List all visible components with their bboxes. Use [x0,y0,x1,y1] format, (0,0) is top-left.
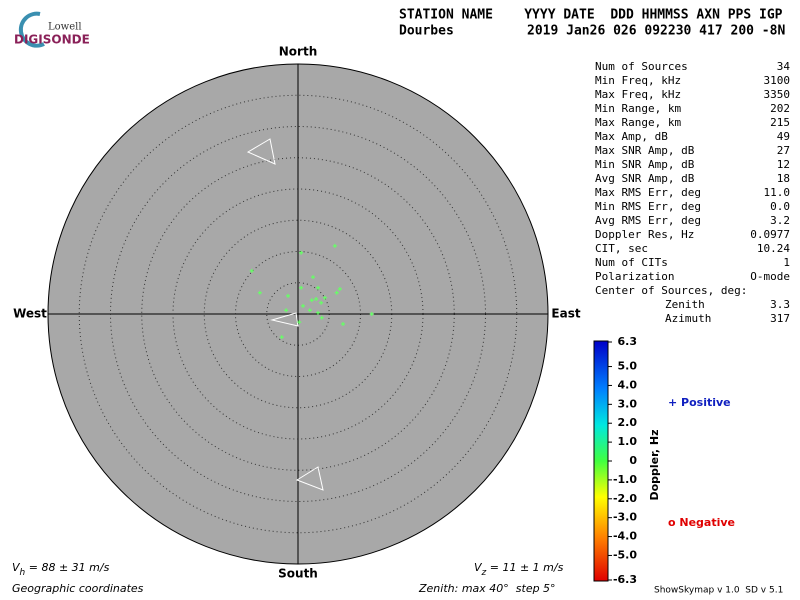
colorbar-tick-label: 0 [629,454,637,467]
source-point [257,290,262,295]
center-value: 3.3 [770,298,790,311]
center-label: Azimuth [665,312,711,325]
stat-label: Max RMS Err, deg [595,186,701,199]
version: ShowSkymap v 1.0 SD v 5.1 [654,586,783,596]
stat-label: Num of CITs [595,256,668,269]
stat-value: 0.0 [770,200,790,213]
colorbar-tick-label: -2.0 [613,492,637,505]
source-point [322,295,327,300]
stat-value: 3350 [764,88,791,101]
colorbar-tick-label: 3.0 [618,397,638,410]
source-point [316,285,320,290]
source-point [332,243,337,248]
stat-label: Max SNR Amp, dB [595,144,695,157]
stat-label: Max Freq, kHz [595,88,681,101]
stat-label: Polarization [595,270,674,283]
source-point [299,250,304,255]
colorbar [593,340,609,582]
stat-label: Doppler Res, Hz [595,228,694,241]
stat-value: 3.2 [770,214,790,227]
stat-value: 10.24 [757,242,790,255]
stat-label: Min Range, km [595,102,681,115]
center-label: Zenith [665,298,705,311]
marker-shape [295,466,324,491]
logo-bottom: DIGISONDE [14,33,90,47]
colorbar-tick-label: 4.0 [618,378,638,391]
colorbar-tick-label: -5.0 [613,548,637,561]
source-point [249,268,254,273]
stat-value: 34 [777,60,791,73]
zenith-note: Zenith: max 40° step 5° [418,582,556,595]
colorbar-tick-label: -3.0 [613,511,637,524]
stat-label: Num of Sources [595,60,688,73]
colorbar-tick-label: -6.3 [613,573,637,586]
center-title: Center of Sources, deg: [595,284,747,297]
stat-value: 202 [770,102,790,115]
source-point [284,308,289,313]
source-point [309,298,314,303]
source-point [334,290,339,295]
stat-label: Min RMS Err, deg [595,200,701,213]
source-point [279,335,284,340]
stat-value: 18 [777,172,790,185]
source-point [337,287,342,291]
colorbar-tick-label: 6.3 [618,335,638,348]
stat-value: 0.0977 [750,228,790,241]
stat-label: Max Range, km [595,116,681,129]
colorbar-label: Doppler, Hz [648,429,661,500]
source-point [301,303,305,308]
stat-value: 215 [770,116,790,129]
stat-value: 12 [777,158,790,171]
marker-shape [270,312,299,327]
coords: Geographic coordinates [12,582,144,595]
source-point [297,320,302,325]
center-value: 317 [770,312,790,325]
source-point [341,322,345,326]
colorbar-tick-label: -1.0 [613,473,637,486]
marker-shape [246,138,276,165]
stat-value: 3100 [764,74,791,87]
station: Dourbes [399,24,454,39]
header-line2: 2019 Jan26 026 092230 417 200 -8N [527,24,785,39]
source-point [299,285,304,290]
dir-west: West [13,307,47,321]
legend-positive: + Positive [668,396,731,409]
vz: Vz = 11 ± 1 m/s [474,561,564,578]
stat-label: Avg RMS Err, deg [595,214,701,227]
source-point [286,293,290,298]
stat-label: Min Freq, kHz [595,74,681,87]
stat-label: Min SNR Amp, dB [595,158,695,171]
colorbar-tick-label: 2.0 [618,416,638,429]
colorbar-tick-label: -4.0 [613,530,637,543]
header-line1: STATION NAME YYYY DATE DDD HHMMSS AXN PP… [399,8,783,23]
stat-value: 49 [777,130,790,143]
stat-label: CIT, sec [595,242,648,255]
source-point [311,275,315,280]
dir-east: East [551,307,580,321]
vh: Vh = 88 ± 31 m/s [12,561,110,578]
logo: Lowell DIGISONDE [14,11,90,48]
stat-value: 27 [777,144,790,157]
dir-south: South [278,567,318,581]
stat-label: Max Amp, dB [595,130,668,143]
stat-label: Avg SNR Amp, dB [595,172,695,185]
legend-negative: o Negative [668,516,735,529]
source-point [319,315,324,320]
stat-value: 1 [783,256,790,269]
stat-value: O-mode [750,270,790,283]
source-point [316,310,320,315]
dir-north: North [279,45,317,59]
logo-top: Lowell [48,22,82,33]
source-point [314,297,319,301]
source-point [307,308,312,313]
source-point [369,312,374,316]
colorbar-tick-label: 1.0 [618,435,638,448]
colorbar-tick-label: 5.0 [618,360,638,373]
stat-value: 11.0 [764,186,791,199]
source-point [319,300,324,305]
